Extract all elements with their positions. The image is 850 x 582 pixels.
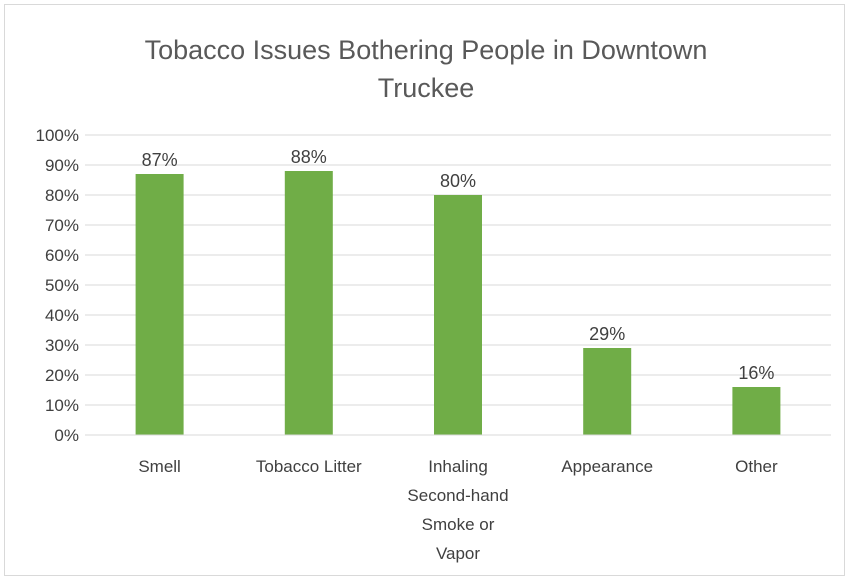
x-tick-label: Tobacco Litter bbox=[256, 457, 362, 476]
x-tick-label: Smoke or bbox=[422, 515, 495, 534]
chart-title-line: Tobacco Issues Bothering People in Downt… bbox=[145, 35, 708, 65]
x-tick-label: Inhaling bbox=[428, 457, 488, 476]
y-tick-label: 40% bbox=[45, 306, 79, 325]
y-tick-label: 100% bbox=[36, 126, 79, 145]
y-tick-label: 50% bbox=[45, 276, 79, 295]
x-tick-label: Appearance bbox=[561, 457, 653, 476]
data-label: 88% bbox=[291, 147, 327, 167]
bar bbox=[732, 387, 781, 435]
y-tick-label: 80% bbox=[45, 186, 79, 205]
data-label: 29% bbox=[589, 324, 625, 344]
y-tick-label: 30% bbox=[45, 336, 79, 355]
y-tick-label: 60% bbox=[45, 246, 79, 265]
data-label: 87% bbox=[142, 150, 178, 170]
data-label: 80% bbox=[440, 171, 476, 191]
x-tick-label: Other bbox=[735, 457, 778, 476]
x-tick-label: Second-hand bbox=[407, 486, 508, 505]
y-tick-label: 70% bbox=[45, 216, 79, 235]
bar bbox=[434, 195, 482, 435]
data-label: 16% bbox=[738, 363, 774, 383]
x-tick-label: Vapor bbox=[436, 544, 480, 563]
y-tick-label: 10% bbox=[45, 396, 79, 415]
y-tick-label: 20% bbox=[45, 366, 79, 385]
y-tick-label: 90% bbox=[45, 156, 79, 175]
x-tick-label: Smell bbox=[138, 457, 181, 476]
chart-title-line: Truckee bbox=[378, 73, 475, 103]
bar bbox=[583, 348, 632, 435]
bar bbox=[284, 171, 333, 435]
bar-chart: Tobacco Issues Bothering People in Downt… bbox=[36, 35, 831, 563]
y-tick-label: 0% bbox=[54, 426, 79, 445]
chart-frame: Tobacco Issues Bothering People in Downt… bbox=[4, 4, 845, 576]
bar bbox=[135, 174, 184, 435]
